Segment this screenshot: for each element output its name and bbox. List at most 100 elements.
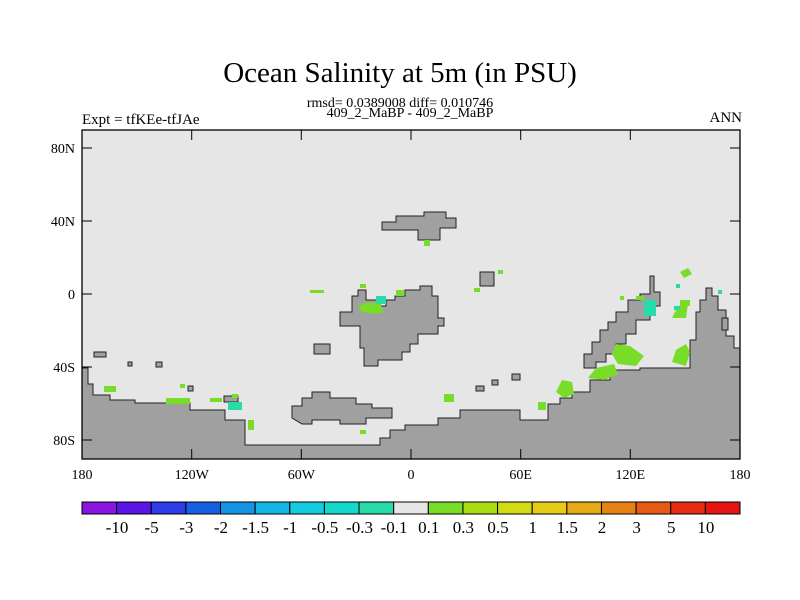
anomaly-patch-negative: [376, 296, 386, 304]
colorbar-labels: -10 -5 -3 -2 -1.5 -1 -0.5 -0.3 -0.1 0.1 …: [106, 518, 715, 537]
colorbar-label: -0.1: [381, 518, 408, 537]
lat-axis: [82, 147, 740, 441]
anomaly-patch-positive: [210, 398, 222, 402]
colorbar-box: [462, 501, 499, 515]
colorbar-label: -1.5: [242, 518, 269, 537]
lon-label: 60E: [509, 468, 532, 483]
lat-label: 80N: [51, 142, 75, 157]
colorbar-label: -2: [214, 518, 228, 537]
map-title: Ocean Salinity at 5m (in PSU): [223, 57, 577, 89]
colorbar-label: 1.5: [557, 518, 578, 537]
anomaly-patch-negative: [228, 402, 242, 410]
anomaly-patch-positive: [360, 430, 366, 434]
anomaly-patch-positive: [166, 398, 190, 404]
island: [511, 373, 521, 381]
colorbar-label: 3: [632, 518, 641, 537]
anomaly-patch-positive: [636, 296, 644, 300]
anomaly-patch-positive: [232, 394, 238, 398]
colorbar-box: [531, 501, 568, 515]
colorbar-label: 10: [697, 518, 714, 537]
colorbar-box: [323, 501, 360, 515]
colorbar-label: -10: [106, 518, 129, 537]
colorbar-box: [254, 501, 291, 515]
model-label: 409_2_MaBP - 409_2_MaBP: [326, 106, 494, 121]
lon-label: 120W: [175, 468, 210, 483]
colorbar-box: [116, 501, 152, 515]
anomaly-patch-positive: [474, 288, 480, 292]
anomaly-patch-negative: [674, 306, 680, 310]
lat-label: 80S: [53, 434, 75, 449]
anomaly-patch-positive: [444, 394, 454, 402]
anomaly-patch-positive: [424, 240, 430, 246]
lon-label: 180: [72, 468, 93, 483]
lon-axis: [81, 130, 741, 459]
colorbar-box: [358, 501, 395, 515]
map-subtitle: rmsd= 0.0389008 diff= 0.010746: [306, 96, 494, 111]
lon-label: 120E: [616, 468, 646, 483]
lon-label: 0: [408, 468, 415, 483]
lon-label: 180: [730, 468, 751, 483]
colorbar-box: [635, 501, 672, 515]
map-panel: 80N 40N 0 40S 80S 180 120W 60W 0 60E 120…: [51, 129, 751, 483]
anomaly-patch-positive: [360, 284, 366, 288]
anomaly-patch-positive: [612, 344, 644, 366]
anomaly-patch-negative: [676, 284, 680, 288]
colorbar-label: 0.3: [453, 518, 474, 537]
anomaly-patch-positive: [310, 290, 324, 293]
anomaly-patch-positive: [396, 290, 404, 296]
anomaly-patch-positive: [588, 364, 618, 380]
colorbar-label: -0.3: [346, 518, 373, 537]
colorbar: [81, 501, 741, 515]
anomaly-patch-positive: [680, 268, 692, 278]
colorbar-box: [600, 501, 637, 515]
colorbar-label: -5: [145, 518, 159, 537]
colorbar-label: 0.1: [418, 518, 439, 537]
colorbar-box: [393, 501, 429, 515]
anomaly-patch-positive: [358, 302, 384, 314]
land-southwest: [291, 391, 393, 425]
anomaly-patch-positive: [538, 402, 546, 410]
anomaly-patch-negative: [644, 300, 656, 316]
anomaly-patch-negative: [718, 290, 722, 294]
colorbar-box: [81, 501, 118, 515]
island: [313, 343, 331, 355]
anomaly-patch-positive: [556, 380, 574, 398]
colorbar-label: -1: [283, 518, 297, 537]
colorbar-label: 5: [667, 518, 676, 537]
anomaly-patch-positive: [672, 344, 690, 366]
anomaly-patch-positive: [248, 420, 254, 430]
island: [479, 271, 495, 287]
colorbar-label: 1: [528, 518, 537, 537]
colorbar-label: 0.5: [487, 518, 508, 537]
colorbar-label: -0.5: [311, 518, 338, 537]
colorbar-box: [566, 501, 602, 515]
anomaly-patch-positive: [498, 270, 503, 274]
island: [93, 351, 107, 358]
lon-label: 60W: [288, 468, 316, 483]
island: [155, 361, 163, 368]
island: [475, 385, 485, 392]
anomaly-patch-positive: [180, 384, 185, 388]
colorbar-box: [704, 501, 741, 515]
anomaly-patches: [104, 240, 722, 434]
colorbar-box: [670, 501, 706, 515]
anomaly-patch-positive: [680, 300, 690, 306]
experiment-label: Expt = tfKEe-tfJAe: [82, 112, 200, 128]
island: [721, 317, 729, 331]
colorbar-label: 2: [598, 518, 607, 537]
anomaly-patch-positive: [672, 304, 688, 318]
island: [491, 379, 499, 386]
lat-label: 0: [68, 288, 75, 303]
colorbar-box: [427, 501, 464, 515]
season-label: ANN: [709, 110, 743, 126]
colorbar-box: [185, 501, 222, 515]
colorbar-box: [289, 501, 325, 515]
lat-label: 40S: [53, 361, 75, 376]
island: [187, 385, 194, 392]
island: [127, 361, 133, 367]
colorbar-label: -3: [179, 518, 193, 537]
colorbar-box: [150, 501, 187, 515]
colorbar-box: [220, 501, 256, 515]
colorbar-box: [497, 501, 533, 515]
